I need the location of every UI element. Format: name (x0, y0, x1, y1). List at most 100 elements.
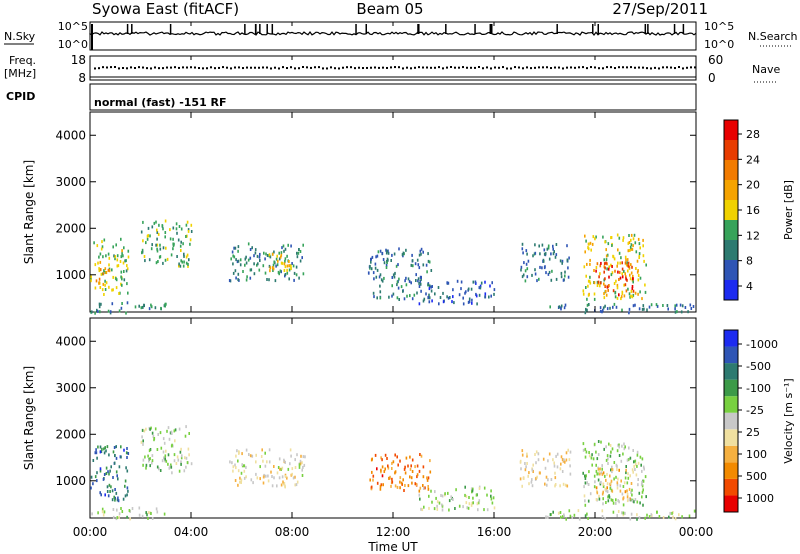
data-cell (611, 489, 614, 493)
data-cell (257, 262, 259, 266)
data-cell (524, 468, 527, 472)
data-cell (230, 257, 232, 261)
data-cell (610, 273, 613, 277)
data-cell (418, 489, 421, 493)
data-cell (418, 253, 421, 257)
data-cell (145, 241, 147, 245)
data-cell (605, 458, 608, 462)
nsky-panel (89, 21, 697, 51)
data-cell (565, 451, 568, 455)
data-cell (611, 498, 614, 502)
data-cell (536, 475, 538, 479)
data-cell (552, 244, 554, 248)
data-cell (381, 279, 384, 283)
data-cell (420, 289, 422, 293)
data-cell (620, 297, 622, 301)
data-cell (623, 294, 626, 298)
data-cell (599, 309, 602, 313)
data-cell (468, 496, 470, 499)
data-cell (606, 454, 609, 458)
data-cell (405, 276, 407, 280)
data-cell (150, 303, 152, 307)
data-cell (488, 295, 490, 299)
data-cell (125, 311, 127, 315)
data-cell (427, 259, 430, 263)
freq-point (570, 66, 572, 69)
data-cell (606, 285, 609, 289)
freq-point (274, 66, 276, 69)
data-cell (602, 482, 604, 486)
data-cell (594, 480, 596, 484)
freq-point (626, 66, 628, 69)
data-cell (536, 279, 538, 283)
freq-point (554, 66, 556, 69)
data-cell (90, 475, 93, 479)
data-cell (255, 460, 257, 464)
data-cell (278, 251, 280, 255)
data-cell (544, 482, 546, 486)
data-cell (142, 239, 144, 243)
data-cell (251, 454, 254, 458)
data-cell (611, 265, 613, 268)
freq-point (298, 67, 300, 70)
data-cell (93, 241, 95, 245)
data-cell (483, 486, 486, 490)
data-cell (601, 492, 604, 496)
data-cell (637, 292, 639, 296)
data-cell (550, 278, 553, 282)
data-cell (379, 487, 382, 491)
data-cell (255, 472, 257, 476)
data-cell (625, 258, 627, 262)
data-cell (396, 280, 399, 284)
data-cell (641, 490, 644, 494)
data-cell (97, 445, 99, 449)
data-cell (619, 489, 622, 493)
data-cell (547, 272, 550, 276)
data-cell (622, 238, 624, 242)
data-cell (237, 249, 239, 253)
data-cell (174, 439, 176, 443)
data-cell (598, 497, 601, 501)
data-cell (521, 247, 524, 251)
freq-point (558, 66, 560, 69)
freq-point (670, 66, 672, 69)
colorbar-swatch (724, 330, 738, 347)
data-cell (387, 466, 390, 470)
data-cell (565, 517, 567, 521)
data-cell (627, 249, 630, 253)
freq-point (562, 67, 564, 70)
cpid-panel (89, 83, 697, 111)
data-cell (618, 251, 621, 255)
data-cell (108, 256, 111, 260)
data-cell (635, 250, 638, 254)
data-cell (425, 292, 427, 296)
data-cell (97, 261, 99, 265)
data-cell (634, 303, 636, 307)
data-cell (235, 454, 237, 458)
data-cell (620, 479, 622, 483)
data-cell (460, 280, 463, 284)
data-cell (627, 472, 629, 476)
data-cell (625, 468, 627, 472)
data-cell (119, 260, 122, 263)
data-cell (616, 468, 618, 471)
data-cell (162, 227, 164, 231)
data-cell (625, 471, 627, 475)
data-cell (418, 266, 421, 270)
data-cell (289, 448, 292, 452)
data-cell (471, 298, 473, 302)
data-cell (154, 427, 157, 431)
data-cell (436, 507, 439, 511)
freq-point (126, 67, 128, 70)
data-cell (396, 455, 398, 459)
freq-point (506, 67, 508, 70)
data-cell (595, 266, 598, 269)
data-cell (146, 513, 148, 517)
data-cell (630, 247, 632, 251)
data-cell (260, 455, 263, 458)
data-cell (532, 254, 534, 258)
data-cell (115, 445, 117, 449)
data-cell (286, 264, 289, 268)
freq-point (414, 66, 416, 69)
data-cell (631, 295, 634, 299)
